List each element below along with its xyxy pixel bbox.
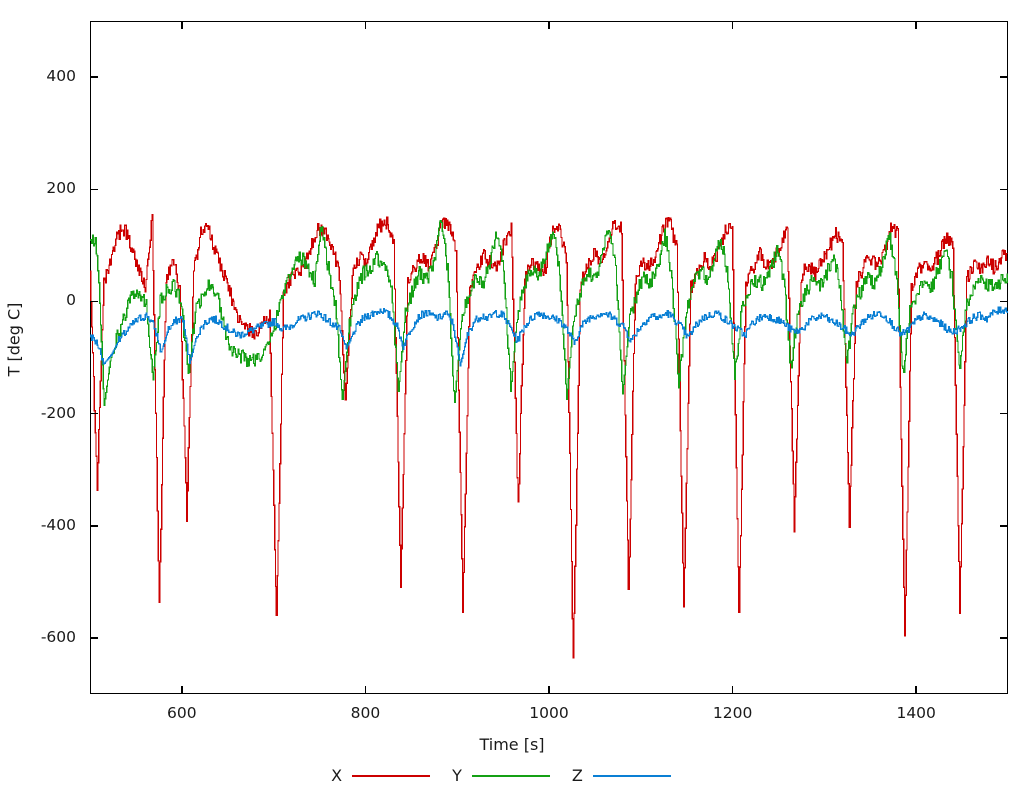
x-tick-mark <box>364 21 367 29</box>
y-tick-mark <box>1000 188 1008 190</box>
x-tick-mark <box>915 686 917 694</box>
y-axis-label: T [deg C] <box>4 302 24 377</box>
y-tick-label: -400 <box>40 515 76 534</box>
y-tick-mark <box>1000 637 1008 639</box>
y-tick-mark <box>1000 300 1008 303</box>
legend-label-y: Y <box>452 766 462 785</box>
y-tick-mark <box>1000 412 1008 415</box>
y-tick-label: -200 <box>40 403 76 422</box>
x-tick-mark <box>731 21 734 29</box>
y-tick-mark <box>1000 76 1008 78</box>
y-tick-label: 400 <box>46 67 76 86</box>
x-tick-label: 800 <box>350 704 381 722</box>
x-tick-mark <box>181 686 183 694</box>
series-path-x <box>90 213 1008 659</box>
plot-canvas <box>90 21 1008 694</box>
x-tick-mark <box>548 686 550 694</box>
y-tick-label: -600 <box>40 627 76 646</box>
legend-swatch-z <box>592 774 671 777</box>
legend-item-x[interactable]: X <box>331 766 452 785</box>
legend-label-x: X <box>331 766 343 785</box>
x-tick-label: 1400 <box>896 704 936 722</box>
legend-item-y[interactable]: Y <box>452 766 572 785</box>
x-tick-mark <box>915 21 917 29</box>
legend-swatch-x <box>352 774 431 777</box>
y-tick-label: 200 <box>46 179 76 198</box>
y-tick-label: 0 <box>66 291 76 310</box>
y-tick-mark <box>90 76 98 78</box>
y-tick-mark <box>90 300 98 303</box>
series-path-y <box>90 219 1008 406</box>
legend-item-z[interactable]: Z <box>572 766 693 785</box>
chart-legend: X Y Z <box>0 766 1024 785</box>
x-tick-label: 1200 <box>712 704 753 722</box>
legend-swatch-y <box>471 774 550 777</box>
legend-label-z: Z <box>571 766 583 785</box>
x-tick-mark <box>181 21 183 29</box>
y-tick-mark <box>90 412 98 415</box>
series-lines <box>90 213 1008 659</box>
x-tick-mark <box>548 21 550 29</box>
x-tick-mark <box>364 686 367 694</box>
x-tick-label: 600 <box>167 704 197 722</box>
y-tick-mark <box>90 525 98 527</box>
x-tick-mark <box>731 686 734 694</box>
x-tick-label: 1000 <box>529 704 569 722</box>
y-tick-mark <box>1000 525 1008 527</box>
series-path-z <box>90 306 1008 367</box>
x-axis-label: Time [s] <box>479 735 545 754</box>
y-tick-mark <box>90 637 98 639</box>
y-tick-mark <box>90 188 98 190</box>
